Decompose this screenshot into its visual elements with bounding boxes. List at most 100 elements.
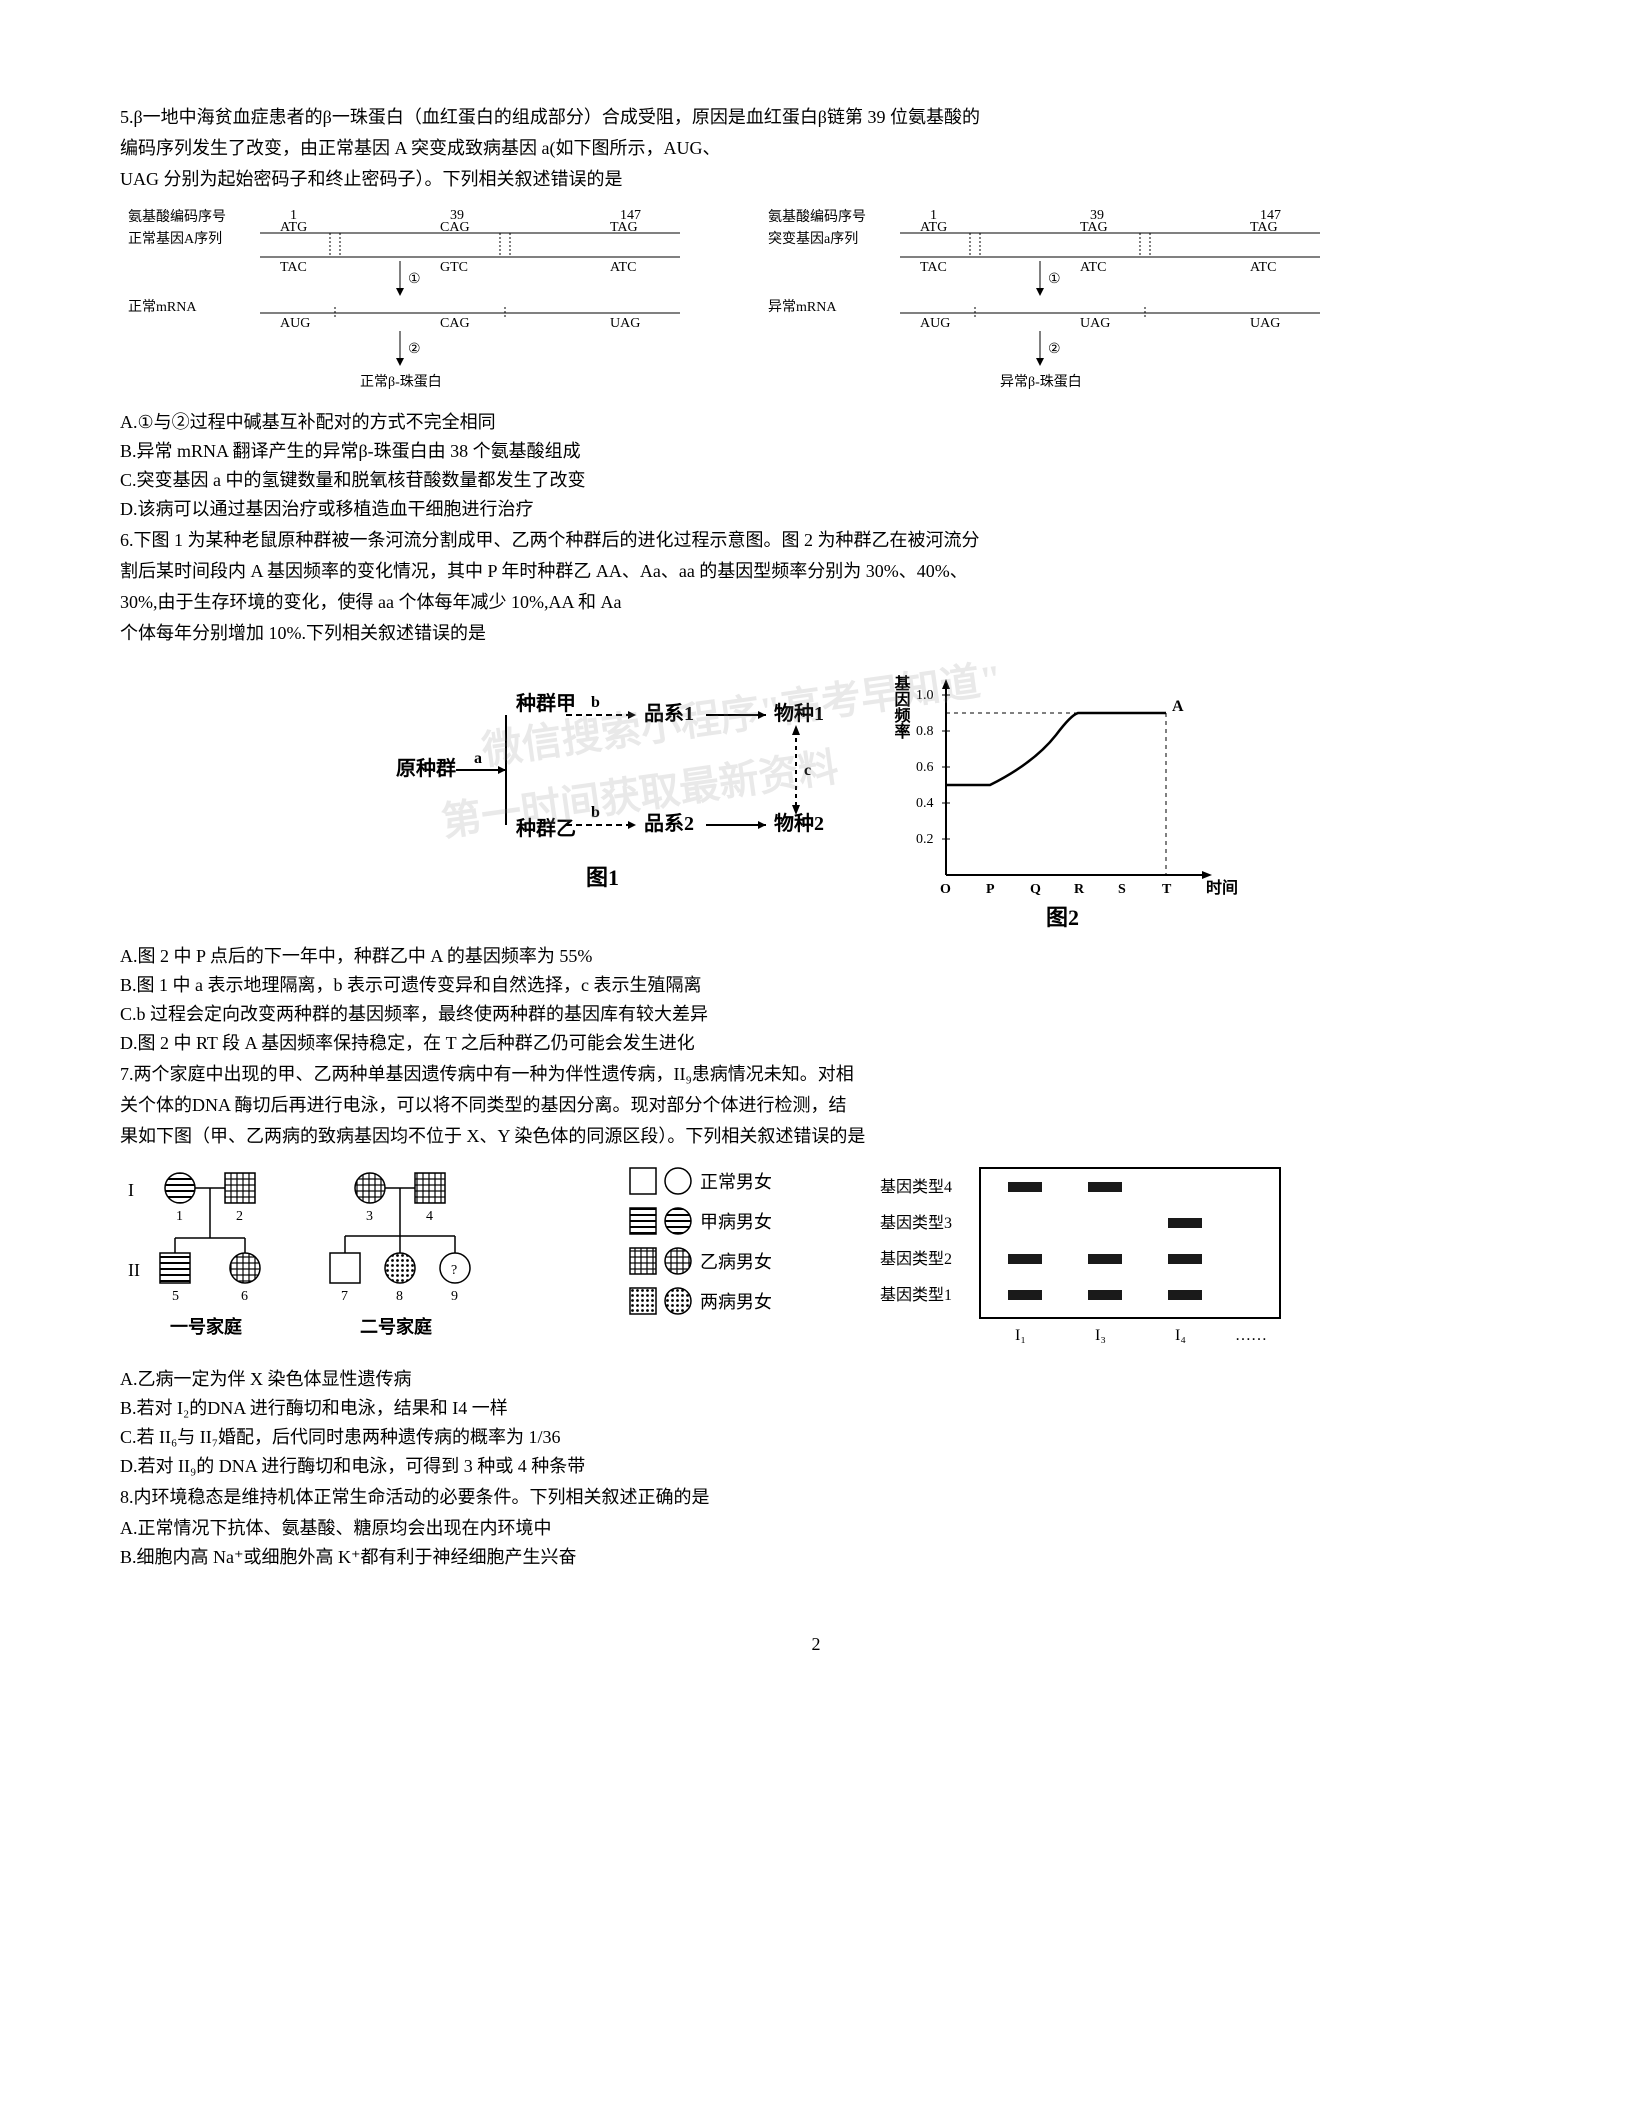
svg-text:5: 5	[172, 1289, 179, 1304]
svg-text:3: 3	[366, 1209, 373, 1224]
svg-text:正常mRNA: 正常mRNA	[128, 299, 197, 315]
svg-text:正常男女: 正常男女	[700, 1172, 772, 1192]
q6-option-c: C.b 过程会定向改变两种群的基因频率，最终使两种群的基因库有较大差异	[120, 1001, 1512, 1028]
svg-text:基因类型4: 基因类型4	[880, 1178, 952, 1196]
svg-text:基因类型1: 基因类型1	[880, 1286, 952, 1304]
svg-text:P: P	[986, 882, 995, 897]
q7-pedigree-svg: I II 1 2 5 6 一号家庭 3	[120, 1158, 580, 1358]
q7-option-a: A.乙病一定为伴 X 染色体显性遗传病	[120, 1366, 1512, 1393]
q7-gel-svg: 基因类型4 基因类型3 基因类型2 基因类型1 I₁ I₃ I₄ ……	[880, 1158, 1300, 1358]
svg-text:②: ②	[1048, 342, 1061, 357]
svg-text:两病男女: 两病男女	[700, 1292, 772, 1312]
svg-text:图1: 图1	[586, 865, 619, 890]
svg-text:种群甲: 种群甲	[515, 691, 576, 715]
svg-text:品系2: 品系2	[644, 812, 694, 835]
svg-text:CAG: CAG	[440, 316, 470, 331]
svg-text:0.8: 0.8	[916, 724, 934, 739]
svg-text:2: 2	[236, 1209, 243, 1224]
svg-text:二号家庭: 二号家庭	[360, 1316, 432, 1337]
svg-text:0.4: 0.4	[916, 796, 934, 811]
svg-text:异常mRNA: 异常mRNA	[768, 299, 837, 315]
svg-text:I: I	[128, 1180, 134, 1200]
svg-text:A: A	[1172, 698, 1184, 715]
q6-stem-line3: 30%,由于生存环境的变化，使得 aa 个体每年减少 10%,AA 和 Aa	[120, 589, 1512, 616]
svg-text:一号家庭: 一号家庭	[170, 1316, 242, 1337]
svg-text:S: S	[1118, 882, 1126, 897]
svg-text:乙病男女: 乙病男女	[700, 1252, 772, 1272]
svg-text:氨基酸编码序号: 氨基酸编码序号	[768, 208, 866, 225]
svg-text:基因类型3: 基因类型3	[880, 1214, 952, 1232]
svg-text:I₄: I₄	[1175, 1327, 1186, 1344]
svg-text:Q: Q	[1030, 882, 1041, 897]
svg-text:ATC: ATC	[610, 260, 636, 275]
svg-text:基因频率: 基因频率	[892, 674, 912, 740]
svg-text:种群乙: 种群乙	[515, 816, 576, 840]
svg-text:b: b	[591, 804, 600, 821]
svg-text:TAG: TAG	[1080, 220, 1108, 235]
svg-text:0.2: 0.2	[916, 832, 934, 847]
svg-text:物种2: 物种2	[774, 811, 824, 835]
svg-text:AUG: AUG	[920, 316, 950, 331]
q6-stem-line1: 6.下图 1 为某种老鼠原种群被一条河流分割成甲、乙两个种群后的进化过程示意图。…	[120, 527, 1512, 554]
q5-option-d: D.该病可以通过基因治疗或移植造血干细胞进行治疗	[120, 496, 1512, 523]
q5-normal-svg: 氨基酸编码序号 正常基因A序列 正常mRNA 1 39 147 ATG CAG …	[120, 201, 720, 401]
svg-text:a: a	[474, 750, 482, 767]
svg-text:异常β-珠蛋白: 异常β-珠蛋白	[1000, 374, 1082, 390]
q6-fig2-svg: 基因频率 0.2 0.4 0.6 0.8 1.0 O P Q	[886, 655, 1246, 935]
svg-text:图2: 图2	[1046, 905, 1079, 930]
svg-text:c: c	[804, 762, 811, 779]
svg-text:9: 9	[451, 1289, 458, 1304]
svg-text:ATG: ATG	[920, 220, 947, 235]
svg-text:I₃: I₃	[1095, 1327, 1106, 1344]
q6-stem-line2: 割后某时间段内 A 基因频率的变化情况，其中 P 年时种群乙 AA、Aa、aa …	[120, 558, 1512, 585]
q7-figures: I II 1 2 5 6 一号家庭 3	[120, 1158, 1512, 1358]
svg-text:TAG: TAG	[1250, 220, 1278, 235]
q5-option-a: A.①与②过程中碱基互补配对的方式不完全相同	[120, 409, 1512, 436]
svg-text:7: 7	[341, 1289, 348, 1304]
svg-text:GTC: GTC	[440, 260, 468, 275]
svg-text:UAG: UAG	[1250, 316, 1280, 331]
q8-stem: 8.内环境稳态是维持机体正常生命活动的必要条件。下列相关叙述正确的是	[120, 1484, 1512, 1511]
q8-option-b: B.细胞内高 Na⁺或细胞外高 K⁺都有利于神经细胞产生兴奋	[120, 1544, 1512, 1571]
q6-option-a: A.图 2 中 P 点后的下一年中，种群乙中 A 的基因频率为 55%	[120, 943, 1512, 970]
svg-text:②: ②	[408, 342, 421, 357]
svg-text:II: II	[128, 1260, 140, 1280]
q5-stem-line1: 5.β一地中海贫血症患者的β一珠蛋白（血红蛋白的组成部分）合成受阻，原因是血红蛋…	[120, 104, 1512, 131]
q5-stem-line2: 编码序列发生了改变，由正常基因 A 突变成致病基因 a(如下图所示，AUG、	[120, 135, 1512, 162]
q7-stem-line3: 果如下图（甲、乙两病的致病基因均不位于 X、Y 染色体的同源区段）。下列相关叙述…	[120, 1123, 1512, 1150]
svg-text:ATC: ATC	[1080, 260, 1106, 275]
q6-stem-line4: 个体每年分别增加 10%.下列相关叙述错误的是	[120, 620, 1512, 647]
q5-option-c: C.突变基因 a 中的氢键数量和脱氧核苷酸数量都发生了改变	[120, 467, 1512, 494]
svg-text:1.0: 1.0	[916, 688, 934, 703]
svg-text:甲病男女: 甲病男女	[700, 1212, 772, 1232]
svg-text:8: 8	[396, 1289, 403, 1304]
svg-text:T: T	[1162, 882, 1172, 897]
q7-option-d: D.若对 II₉的 DNA 进行酶切和电泳，可得到 3 种或 4 种条带	[120, 1453, 1512, 1480]
q7-stem-line1: 7.两个家庭中出现的甲、乙两种单基因遗传病中有一种为伴性遗传病，II₉患病情况未…	[120, 1061, 1512, 1088]
q6-option-d: D.图 2 中 RT 段 A 基因频率保持稳定，在 T 之后种群乙仍可能会发生进…	[120, 1030, 1512, 1057]
svg-text:UAG: UAG	[610, 316, 640, 331]
svg-text:b: b	[591, 694, 600, 711]
svg-text:0.6: 0.6	[916, 760, 934, 775]
q6-option-b: B.图 1 中 a 表示地理隔离，b 表示可遗传变异和自然选择，c 表示生殖隔离	[120, 972, 1512, 999]
svg-text:ATC: ATC	[1250, 260, 1276, 275]
svg-text:物种1: 物种1	[774, 701, 824, 725]
svg-text:①: ①	[408, 272, 421, 287]
svg-text:TAC: TAC	[280, 260, 307, 275]
svg-text:氨基酸编码序号: 氨基酸编码序号	[128, 208, 226, 225]
q6-figures: 原种群 a 种群甲 b 品系1 物种1 种群乙 b	[120, 655, 1512, 935]
svg-text:4: 4	[426, 1209, 433, 1224]
q6-fig1-svg: 原种群 a 种群甲 b 品系1 物种1 种群乙 b	[386, 655, 846, 915]
svg-text:时间: 时间	[1206, 878, 1238, 897]
q5-stem-line3: UAG 分别为起始密码子和终止密码子）。下列相关叙述错误的是	[120, 166, 1512, 193]
svg-text:①: ①	[1048, 272, 1061, 287]
q5-diagram: 氨基酸编码序号 正常基因A序列 正常mRNA 1 39 147 ATG CAG …	[120, 201, 1512, 401]
svg-text:……: ……	[1235, 1327, 1267, 1344]
q5-mutant-svg: 氨基酸编码序号 突变基因a序列 异常mRNA 1 39 147 ATG TAG …	[760, 201, 1360, 401]
svg-text:I₁: I₁	[1015, 1327, 1026, 1344]
svg-text:基因类型2: 基因类型2	[880, 1250, 952, 1268]
svg-text:AUG: AUG	[280, 316, 310, 331]
svg-text:UAG: UAG	[1080, 316, 1110, 331]
svg-text:突变基因a序列: 突变基因a序列	[768, 230, 858, 247]
q7-option-b: B.若对 I₂的DNA 进行酶切和电泳，结果和 I4 一样	[120, 1395, 1512, 1422]
